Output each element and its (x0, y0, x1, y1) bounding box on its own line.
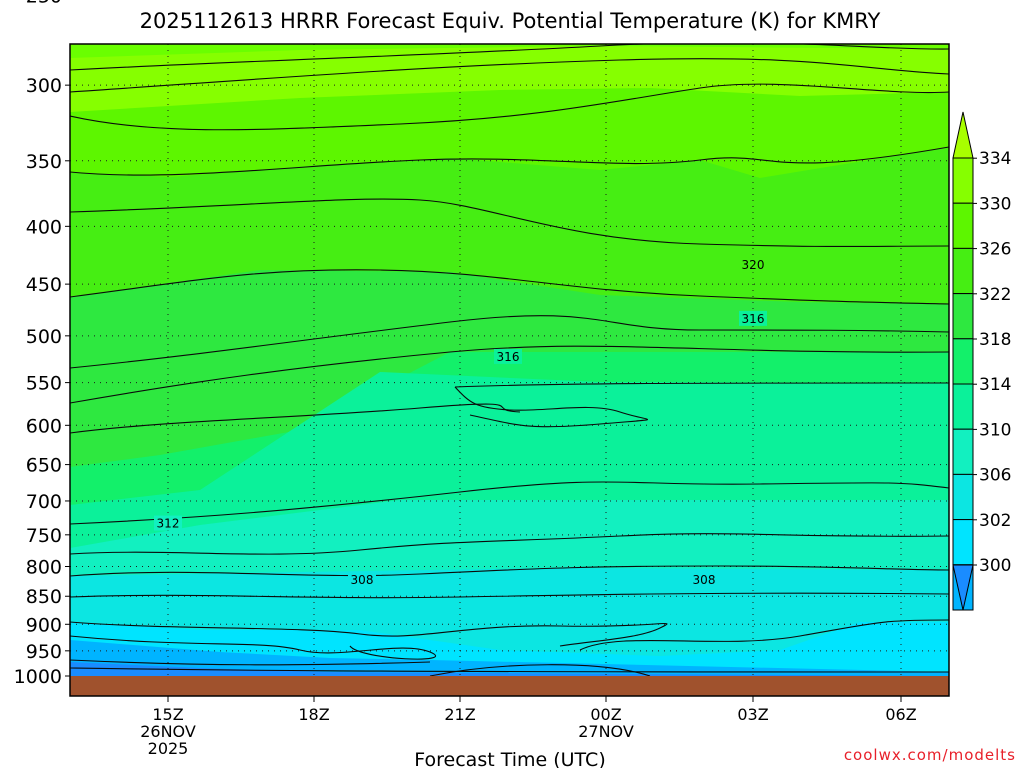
contour-line-15 (70, 621, 668, 647)
colorbar-label-0: 300 (979, 556, 1011, 576)
chart-title: 2025112613 HRRR Forecast Equiv. Potentia… (140, 9, 881, 33)
color-band-11 (70, 662, 949, 676)
contour-line-4 (70, 198, 949, 248)
colorbar: 300 302 306 310 314 318 322 326 330 334 (952, 111, 1011, 611)
contour-label-bg-7 (0, 628, 28, 643)
x-tick-label-1-0: 18Z (298, 705, 329, 724)
colorbar-label-9: 334 (979, 149, 1011, 169)
x-axis-label: Forecast Time (UTC) (414, 749, 605, 768)
contour-line-11 (70, 481, 949, 525)
colorbar-segment-0 (952, 157, 974, 204)
colorbar-label-1: 302 (979, 511, 1011, 531)
contour-label-bg-4 (154, 515, 182, 531)
y-tick-label-11: 800 (26, 556, 62, 578)
contour-label-4: 312 (157, 517, 180, 531)
contour-line-13 (70, 565, 949, 577)
y-tick-label-9: 700 (26, 491, 62, 513)
colorbar-segment-1 (952, 202, 974, 249)
contour-line-3 (70, 146, 949, 176)
contour-line-0 (70, 44, 949, 71)
x-tick-label-2-0: 21Z (444, 705, 475, 724)
colorbar-segment-8 (952, 519, 974, 566)
y-tick-label-12: 850 (26, 586, 62, 608)
contour-label-1: 320 (742, 258, 765, 272)
colorbar-segment-3 (952, 293, 974, 340)
colorbar-label-7: 326 (979, 240, 1011, 260)
contour-line-14 (70, 592, 949, 599)
contour-line-18 (70, 659, 431, 666)
contour-label-3: 316 (497, 350, 520, 364)
x-tick-label-4-0: 03Z (737, 705, 768, 724)
ground-surface (70, 676, 949, 696)
contour-label-bg-3 (494, 348, 522, 364)
colorbar-segment-2 (952, 247, 974, 295)
y-tick-label-8: 650 (26, 455, 62, 477)
source-credit: coolwx.com/modelts (844, 746, 1016, 764)
x-tick-label-0-2: 2025 (148, 739, 189, 758)
contour-label-7: 304 (0, 629, 11, 643)
colorbar-bottom-arrow (952, 564, 974, 611)
colorbar-label-2: 306 (979, 466, 1011, 486)
x-tick-label-3-1: 27NOV (578, 722, 634, 741)
y-tick-label-14: 950 (26, 641, 62, 663)
y-tick-label-3: 400 (26, 216, 62, 238)
contour-label-bg-6 (690, 571, 718, 587)
y-tick-label-0: 250 (26, 0, 62, 8)
contour-line-1 (70, 58, 949, 93)
contour-label-bg-2 (739, 310, 767, 326)
y-tick-label-15: 1000 (14, 666, 62, 688)
contour-line-12 (70, 533, 949, 555)
colorbar-segment-6 (952, 428, 974, 475)
plot-frame (69, 43, 950, 697)
contour-label-bg-5 (348, 571, 376, 587)
contour-line-6 (70, 315, 949, 369)
colorbar-label-6: 322 (979, 285, 1011, 305)
contour-line-8 (70, 403, 521, 434)
colorbar-label-4: 314 (979, 375, 1011, 395)
x-tick-label-5-0: 06Z (885, 705, 916, 724)
y-tick-label-6: 550 (26, 373, 62, 395)
x-tick-label-0-0: 15Z (152, 705, 183, 724)
contour-labels: 328320316316312308308304300 (0, 257, 767, 672)
colorbar-segment-7 (952, 473, 974, 521)
colorbar-label-3: 310 (979, 420, 1011, 440)
contour-line-7 (70, 345, 949, 404)
contour-line-17 (579, 619, 949, 651)
contour-label-bg-1 (739, 257, 767, 273)
contour-line-20 (70, 667, 949, 673)
contour-line-2 (70, 83, 949, 131)
x-tick-label-3-0: 00Z (590, 705, 621, 724)
contour-line-16 (70, 635, 436, 660)
y-tick-label-7: 600 (26, 415, 62, 437)
colorbar-top-arrow (952, 111, 974, 159)
colorbar-label-8: 330 (979, 194, 1011, 214)
colorbar-segment-5 (952, 383, 974, 430)
y-tick-label-1: 300 (26, 75, 62, 97)
colorbar-label-5: 318 (979, 330, 1011, 350)
colorbar-segment-4 (952, 338, 974, 385)
contour-lines (70, 44, 949, 676)
contour-line-5 (70, 269, 949, 305)
y-tick-label-2: 350 (26, 151, 62, 173)
contour-label-5: 308 (351, 573, 374, 587)
color-band-10 (70, 640, 949, 676)
contour-label-2: 316 (742, 312, 765, 326)
contour-label-8: 300 (0, 658, 11, 672)
y-axis-ticks: 250 300 350 400 450 500 550 600 650 700 750 800 850 9… (14, 0, 70, 688)
y-tick-label-10: 750 (26, 525, 62, 547)
y-tick-label-4: 450 (26, 274, 62, 296)
contour-line-10 (454, 382, 949, 388)
y-tick-label-5: 500 (26, 326, 62, 348)
x-tick-label-0-1: 26NOV (140, 722, 196, 741)
contour-line-9 (454, 386, 649, 428)
color-bands (70, 44, 949, 676)
y-tick-label-13: 900 (26, 614, 62, 636)
plot-area: 328320316316312308308304300 (0, 44, 949, 676)
contour-label-6: 308 (693, 573, 716, 587)
